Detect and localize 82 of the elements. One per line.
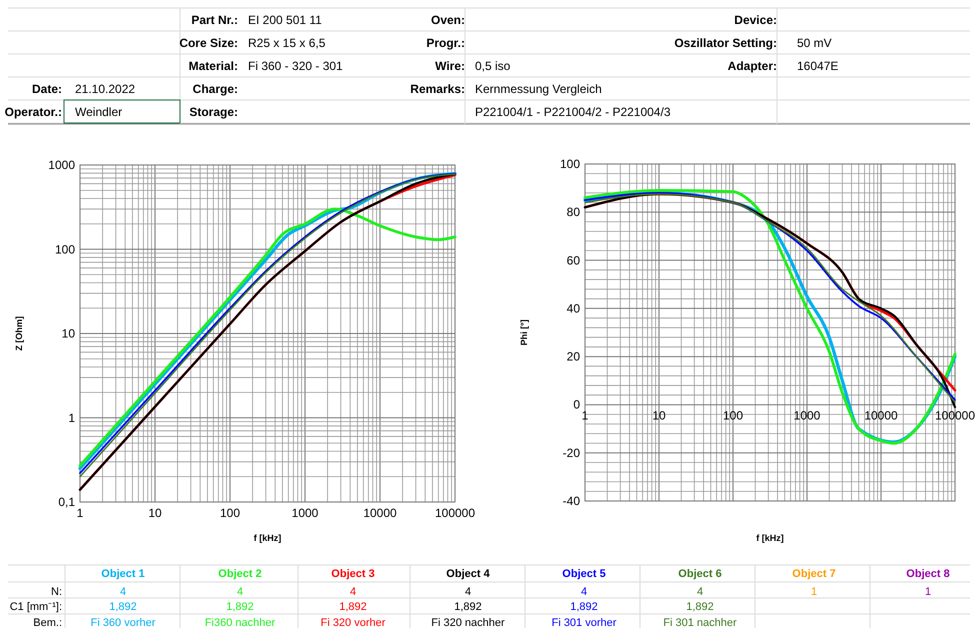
- x-tick-label: 10: [148, 506, 162, 520]
- text: Remarks:: [410, 82, 465, 96]
- text: 16047E: [797, 59, 838, 73]
- x-axis-title: f [kHz]: [756, 533, 784, 543]
- text: 4: [464, 586, 472, 598]
- text: Core Size:: [179, 36, 238, 50]
- text: 50 mV: [797, 36, 832, 50]
- text: Oven:: [430, 13, 465, 27]
- y-tick-label: 20: [566, 350, 580, 364]
- text: Storage:: [189, 105, 238, 119]
- x-axis-title: f [kHz]: [254, 533, 282, 543]
- x-tick-label: 100: [722, 408, 744, 423]
- text: Progr.:: [426, 36, 465, 50]
- text: 4: [696, 586, 704, 598]
- y-tick-label: 100: [560, 157, 580, 171]
- text: Object 6: [678, 568, 722, 580]
- text: 1,892: [570, 601, 598, 613]
- text: Fi 301 nachher: [663, 617, 738, 628]
- text: Fi 360 vorher: [90, 617, 156, 628]
- y-tick-label: 40: [566, 301, 580, 316]
- text: Date:: [32, 82, 62, 96]
- text: Fi360 nachher: [204, 617, 276, 628]
- text: Charge:: [192, 82, 238, 96]
- y-tick-label: -40: [562, 494, 580, 508]
- x-tick-label: 100000: [934, 408, 975, 423]
- text: Device:: [734, 13, 777, 27]
- text: 1,892: [226, 601, 254, 613]
- text: 1,892: [454, 601, 482, 613]
- text: 4: [350, 586, 356, 598]
- text: Object 4: [446, 568, 491, 580]
- text: Object 7: [792, 568, 836, 580]
- text: Fi 320 vorher: [320, 617, 386, 628]
- text: 1: [924, 586, 932, 598]
- text: Fi 301 vorher: [552, 617, 617, 628]
- text: Material:: [188, 59, 238, 73]
- x-tick-label: 100000: [434, 506, 476, 520]
- y-tick-label: 0: [573, 398, 580, 412]
- y-tick-label: 10: [62, 326, 76, 340]
- x-tick-label: 10000: [363, 506, 398, 520]
- text: Weindler: [75, 105, 122, 119]
- text: 4: [580, 586, 588, 598]
- text: 1,892: [339, 601, 367, 613]
- text: C1 [mm⁻¹]:: [10, 601, 62, 613]
- text: 1: [810, 586, 818, 598]
- text: Kernmessung Vergleich: [475, 82, 602, 96]
- y-tick-label: 100: [54, 242, 76, 256]
- text: Object 5: [562, 568, 606, 580]
- text: Adapter:: [728, 59, 777, 73]
- x-tick-label: 100: [220, 506, 240, 520]
- text: N:: [51, 586, 62, 598]
- x-tick-label: 10000: [864, 408, 898, 423]
- x-tick-label: 1000: [794, 408, 821, 423]
- y-tick-label: -20: [562, 446, 580, 460]
- text: 0,5 iso: [475, 59, 511, 73]
- y-tick-label: 80: [566, 205, 580, 220]
- text: Bem.:: [33, 617, 62, 628]
- y-tick-label: 0,1: [58, 495, 76, 509]
- text: 21.10.2022: [75, 82, 136, 96]
- text: 1,892: [109, 601, 137, 613]
- text: 4: [236, 586, 244, 598]
- text: P221004/1 - P221004/2 - P221004/3: [475, 105, 671, 119]
- text: Wire:: [435, 59, 465, 73]
- text: 1,892: [686, 601, 714, 613]
- text: R25 x 15 x 6,5: [248, 36, 326, 50]
- text: Fi 360 - 320 - 301: [248, 59, 344, 73]
- text: Fi 320 nachher: [431, 617, 506, 628]
- text: Object 3: [331, 568, 375, 580]
- text: Oszillator Setting:: [674, 36, 777, 50]
- y-axis-title: Z [Ohm]: [14, 316, 24, 351]
- x-tick-label: 1: [76, 506, 84, 520]
- x-tick-label: 10: [652, 408, 666, 423]
- y-axis-title: Phi [°]: [519, 319, 529, 346]
- text: Object 1: [101, 568, 145, 580]
- text: Operator.:: [4, 105, 62, 119]
- y-tick-label: 1000: [48, 158, 76, 172]
- x-tick-label: 1000: [292, 506, 319, 520]
- text: Object 2: [218, 568, 262, 580]
- text: EI 200 501 11: [248, 13, 322, 27]
- text: Part Nr.:: [191, 13, 238, 27]
- text: Object 8: [906, 568, 950, 580]
- y-tick-label: 60: [566, 253, 580, 268]
- text: 4: [120, 586, 126, 598]
